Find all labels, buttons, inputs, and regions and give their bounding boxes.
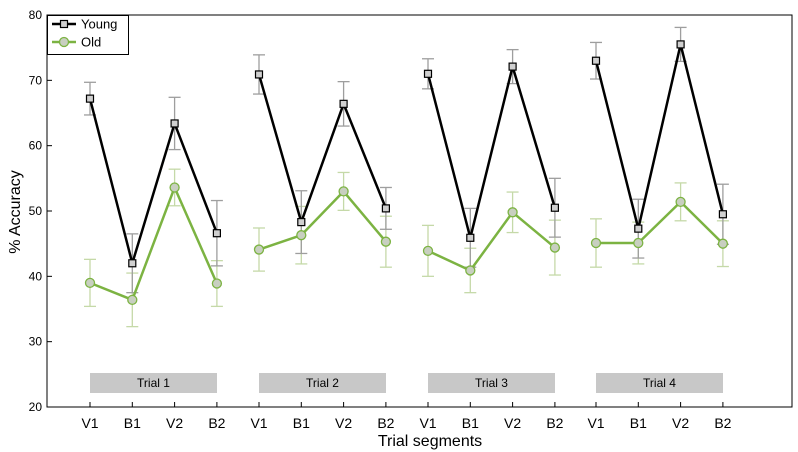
old-data-point (717, 238, 729, 249)
x-tick-label: B1 (630, 415, 647, 431)
x-tick-label: B2 (546, 415, 563, 431)
y-tick-label: 60 (29, 139, 43, 153)
x-tick-label: B2 (208, 415, 225, 431)
young-data-point (676, 40, 685, 49)
old-data-point (675, 196, 686, 208)
x-tick-label: B2 (377, 415, 394, 431)
young-data-point (466, 233, 475, 242)
x-tick-label: V2 (504, 415, 521, 431)
old-data-point (465, 265, 476, 276)
old-data-point (253, 244, 265, 255)
y-tick-label: 50 (29, 204, 43, 218)
x-tick-label: B1 (293, 415, 310, 431)
young-data-point (550, 203, 560, 212)
axes: 20 30 40 50 60 70 80 V1 B1 V2 B2 V1 B1 V2 B2 V1 B1 V2 B2 V1… (29, 8, 793, 431)
legend-label-old: Old (81, 35, 101, 50)
y-tick-label: 40 (29, 269, 43, 283)
x-tick-label: V1 (587, 415, 604, 431)
young-series-line (257, 74, 388, 224)
young-data-point (591, 56, 601, 65)
young-data-point (423, 69, 433, 78)
old-data-point (549, 242, 561, 253)
young-data-point (381, 204, 390, 213)
young-data-point (170, 119, 179, 128)
series-layer (84, 26, 729, 328)
legend-marker-circle (58, 36, 70, 48)
young-data-point (254, 70, 264, 79)
x-tick-label: B2 (714, 415, 731, 431)
old-data-point (127, 294, 138, 306)
young-data-point (718, 210, 728, 219)
young-data-point (339, 99, 348, 108)
young-series-line (594, 43, 725, 230)
y-tick-label: 80 (29, 8, 43, 22)
old-data-point (84, 277, 96, 289)
young-series-line (88, 98, 219, 265)
young-data-point (128, 259, 137, 268)
young-data-point (85, 94, 95, 103)
young-data-point (508, 62, 517, 71)
young-data-point (634, 224, 643, 233)
y-tick-label: 20 (29, 400, 43, 414)
young-series-line (426, 65, 557, 240)
old-data-point (633, 237, 644, 249)
x-tick-label: V1 (419, 415, 436, 431)
x-tick-label: V1 (81, 415, 98, 431)
trial-label-bar (259, 373, 386, 393)
x-tick-label: B1 (124, 415, 141, 431)
old-data-point (211, 278, 223, 289)
trial-label-bar (90, 373, 217, 393)
old-series-line (89, 186, 219, 302)
y-tick-label: 70 (29, 73, 43, 87)
trial-label: Trial 4 (643, 376, 676, 390)
legend: Young Old (47, 15, 129, 55)
old-series-line (596, 200, 724, 245)
trial-label-bar (596, 373, 723, 393)
young-data-point (212, 229, 221, 238)
x-tick-label: B1 (462, 415, 479, 431)
trial-label-bar (428, 373, 555, 393)
x-tick-label: V2 (166, 415, 183, 431)
old-data-point (296, 230, 307, 241)
trial-labels: Trial 1 Trial 2 Trial 3 Trial 4 (90, 373, 723, 393)
old-data-point (169, 182, 180, 193)
old-data-point (380, 236, 392, 247)
old-data-point (590, 237, 602, 249)
x-axis-label: Trial segments (378, 433, 482, 450)
trial-label: Trial 1 (137, 376, 170, 390)
legend-label-young: Young (81, 17, 117, 32)
old-data-point (338, 186, 349, 197)
y-tick-label: 30 (29, 335, 43, 349)
trial-label: Trial 3 (475, 376, 508, 390)
trial-label: Trial 2 (306, 376, 339, 390)
old-data-point (422, 245, 434, 257)
y-axis-label: % Accuracy (7, 170, 24, 254)
legend-marker-square (59, 19, 69, 29)
old-series-line (258, 190, 387, 251)
old-series-line (427, 211, 556, 272)
young-data-point (297, 218, 306, 227)
x-tick-label: V2 (672, 415, 689, 431)
old-data-point (507, 207, 518, 218)
x-tick-label: V2 (335, 415, 352, 431)
x-tick-label: V1 (250, 415, 267, 431)
